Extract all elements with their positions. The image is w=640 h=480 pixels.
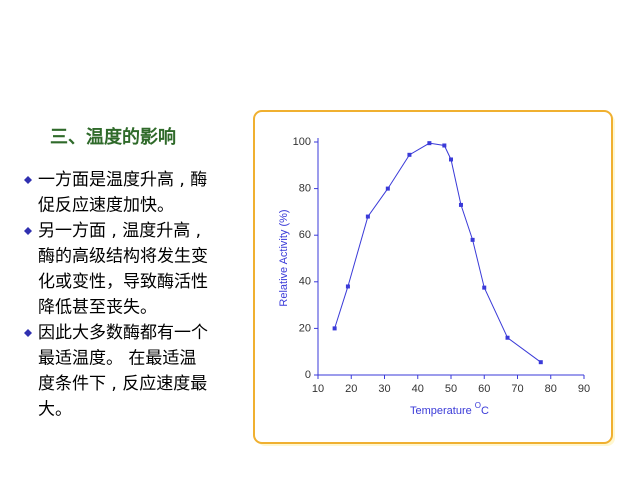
bullet-marker (24, 227, 32, 235)
y-tick-label: 100 (293, 136, 311, 148)
x-axis-title: Temperature OC (410, 401, 489, 417)
data-point (470, 237, 475, 242)
x-tick-label: 50 (445, 383, 457, 395)
x-tick-label: 70 (511, 383, 523, 395)
x-tick-label: 10 (312, 383, 324, 395)
bullet-marker (24, 176, 32, 184)
data-point (505, 335, 510, 340)
x-axis-title-sup: O (475, 401, 481, 410)
x-tick-label: 80 (545, 383, 557, 395)
bullet-marker (24, 329, 32, 337)
bullet-text: 大。 (38, 400, 72, 420)
bullet-text: 最适温度。 在最适温 (38, 349, 196, 369)
y-tick-label: 20 (299, 322, 311, 334)
data-point (442, 143, 447, 148)
slide-title: 三、温度的影响 (50, 126, 176, 148)
x-tick-label: 60 (478, 383, 490, 395)
bullet-text: 另一方面 , 温度升高 , (38, 221, 201, 241)
data-point (385, 186, 390, 191)
data-point (482, 285, 487, 290)
bullet-text: 降低甚至丧失。 (38, 298, 157, 318)
data-point (345, 284, 350, 289)
y-tick-label: 40 (299, 276, 311, 288)
data-point (407, 152, 412, 157)
bullet-text: 因此大多数酶都有一个 (38, 323, 208, 343)
data-point (332, 326, 337, 331)
data-point (458, 202, 463, 207)
x-tick-label: 30 (378, 383, 390, 395)
y-tick-label: 80 (299, 183, 311, 195)
y-axis-title: Relative Activity (%) (278, 209, 290, 306)
bullet-text: 促反应速度加快。 (38, 196, 174, 216)
bullet-text: 一方面是温度升高 , 酶 (38, 170, 207, 190)
bullet-text: 化或变性，导致酶活性 (38, 272, 208, 292)
y-tick-label: 0 (305, 369, 311, 381)
x-axis-title-text: Temperature (410, 405, 472, 417)
x-axis-title-unit: C (481, 405, 489, 417)
x-tick-label: 20 (345, 383, 357, 395)
x-tick-label: 90 (578, 383, 590, 395)
data-point (538, 360, 543, 365)
data-point (449, 157, 453, 162)
y-tick-label: 60 (299, 229, 311, 241)
bullet-text: 度条件下 , 反应速度最 (38, 374, 207, 394)
data-point (427, 141, 432, 146)
x-tick-label: 40 (412, 383, 424, 395)
bullet-text: 酶的高级结构将发生变 (38, 247, 208, 267)
data-point (365, 214, 370, 219)
chart-panel (253, 110, 613, 444)
